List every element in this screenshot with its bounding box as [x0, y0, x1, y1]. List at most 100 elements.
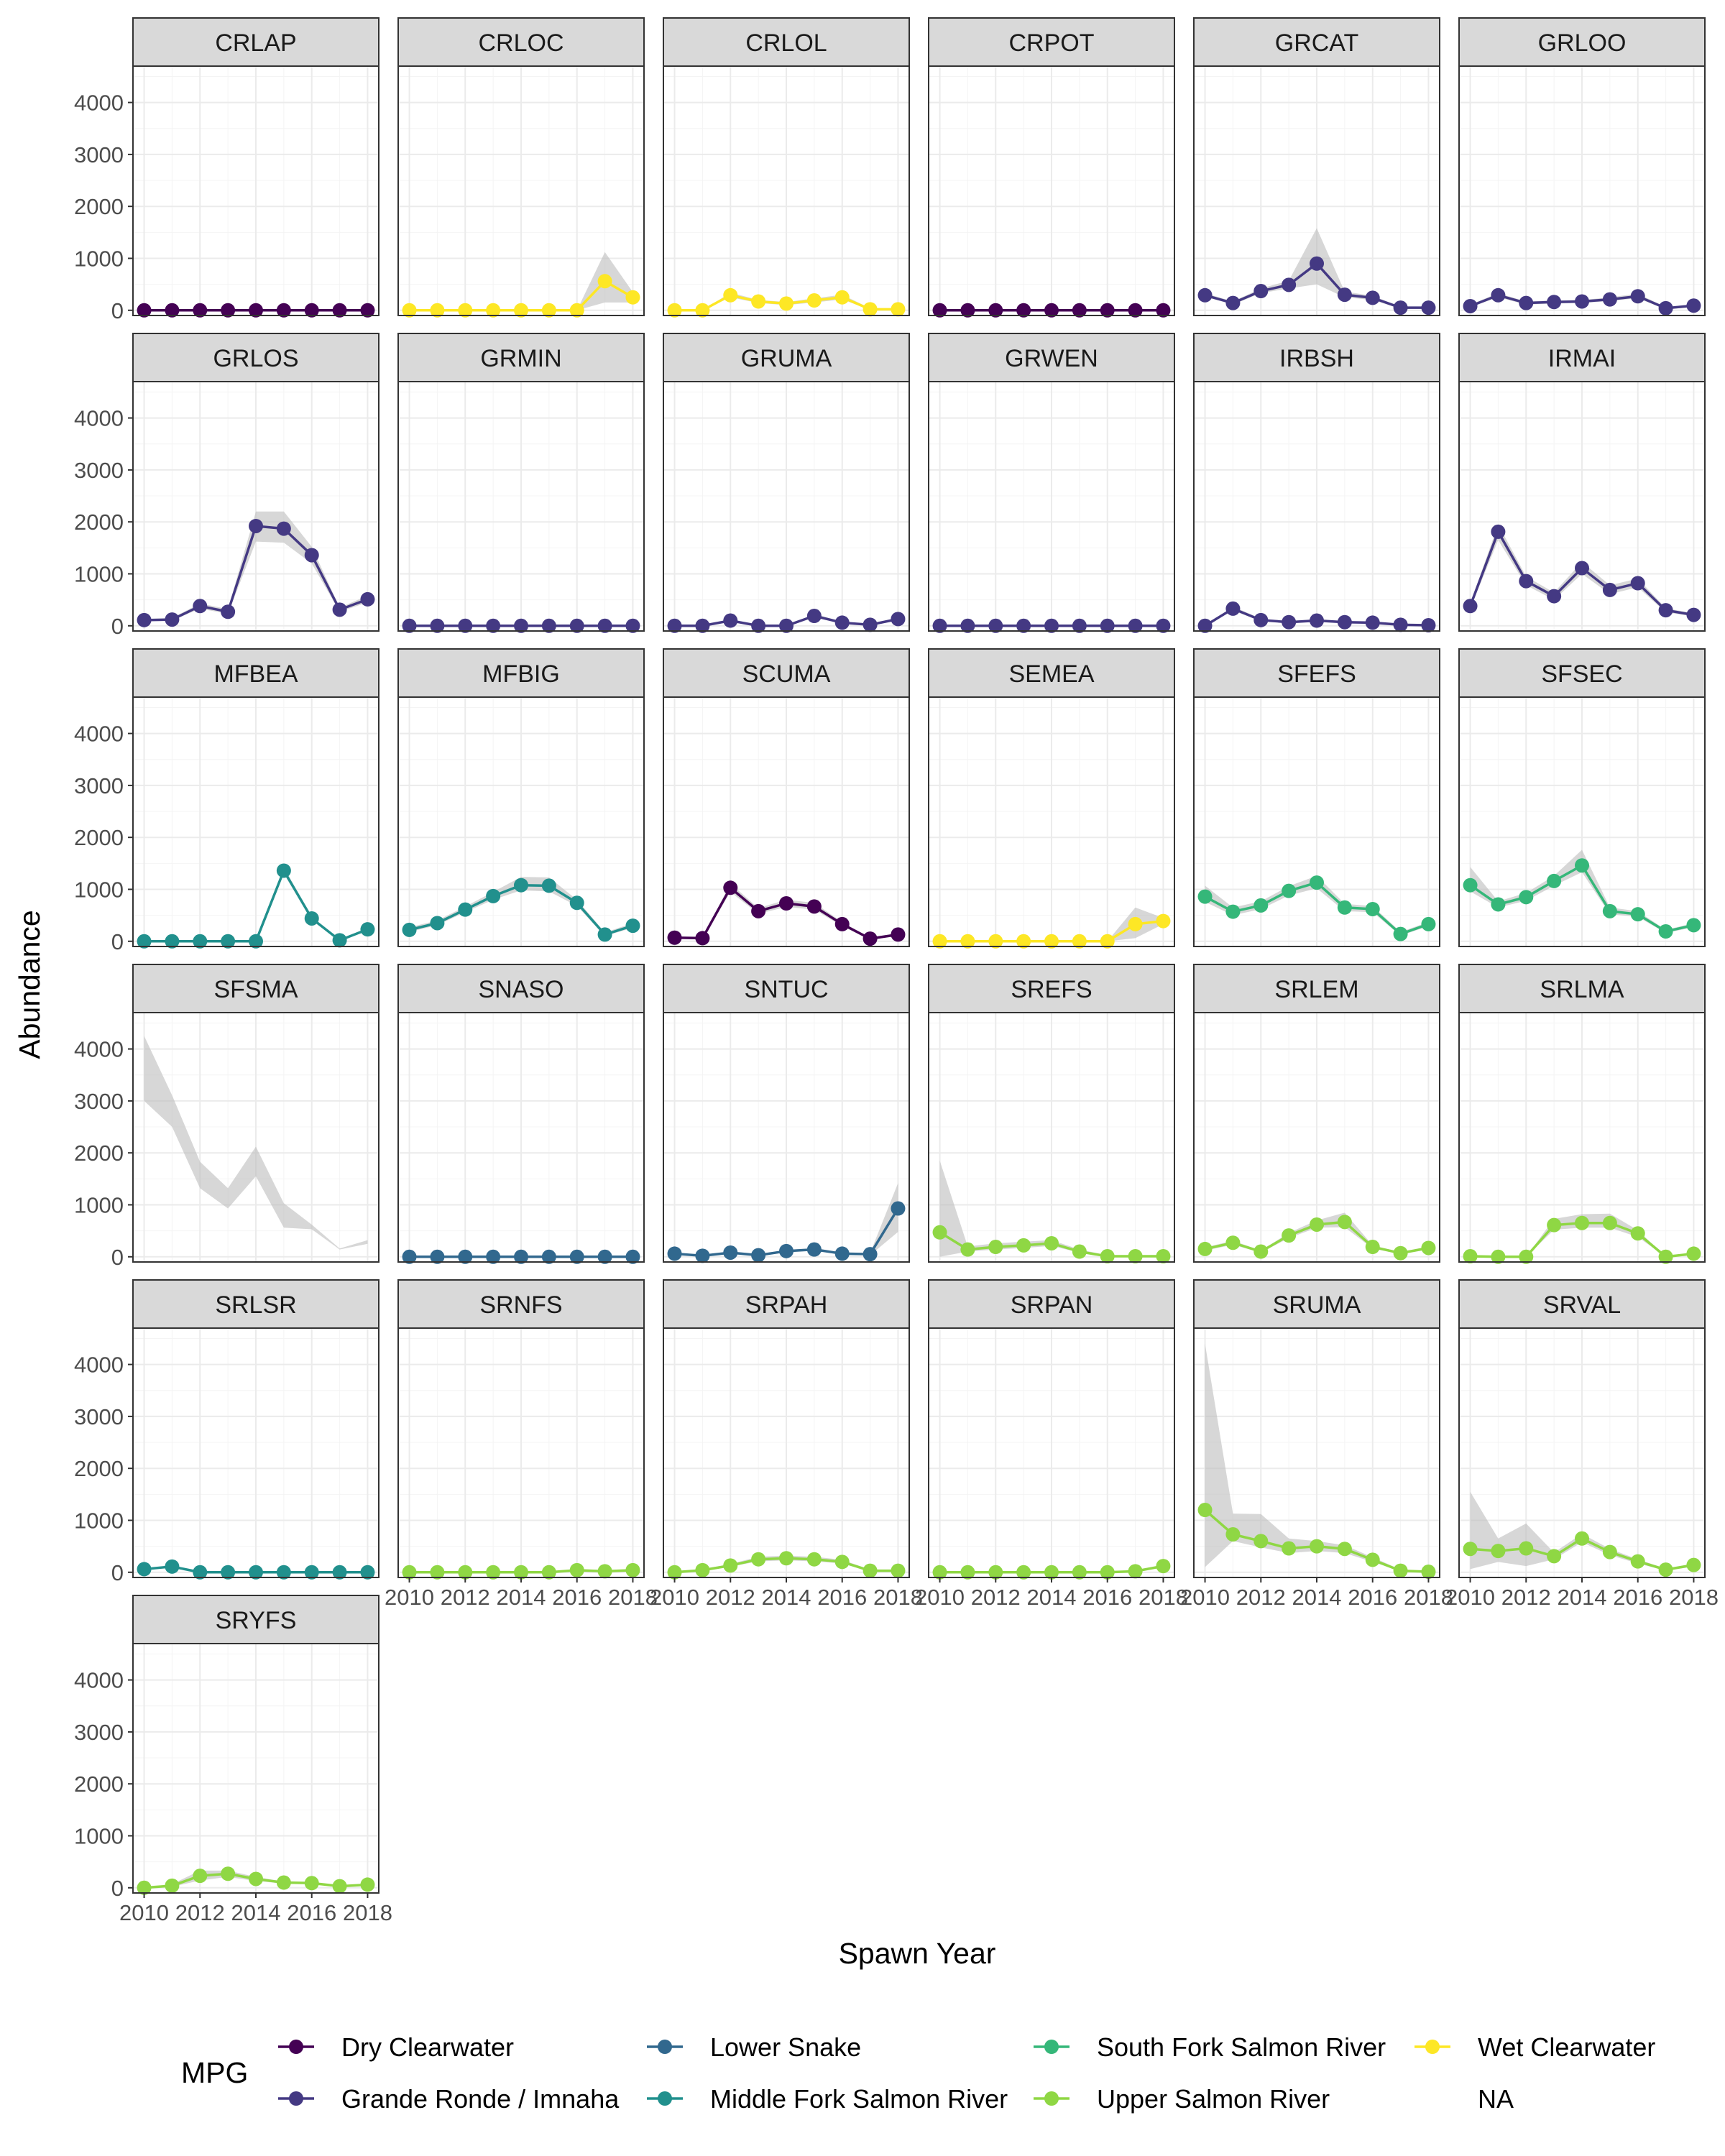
data-point: [597, 927, 612, 942]
data-point: [1337, 1542, 1352, 1557]
facet-panel-irmai: IRMAI: [1458, 333, 1706, 632]
data-point: [667, 930, 682, 945]
data-point: [486, 1249, 501, 1264]
data-point: [165, 1878, 180, 1893]
facet-panel-grlos: GRLOS 0 1000 2000 3000 4000: [74, 333, 380, 639]
strip-label: SFSMA: [213, 976, 298, 1003]
facet-panel-sfefs: SFEFS: [1193, 648, 1440, 947]
data-point: [723, 880, 738, 895]
x-tick-label: 2018: [1138, 1585, 1188, 1610]
legend-key-point: [1425, 2040, 1440, 2054]
data-point: [1197, 287, 1213, 303]
panel-border: [1458, 696, 1706, 947]
facet-panel-srnfs: SRNFS 2010 2012 2014 2016 2018: [385, 1279, 658, 1610]
data-point: [1630, 289, 1645, 304]
data-point: [1658, 1249, 1673, 1264]
data-point: [834, 1554, 850, 1570]
data-point: [779, 1243, 794, 1258]
strip-background: [663, 1279, 910, 1329]
strip-label: SEMEA: [1008, 660, 1094, 688]
strip-label: SRLEM: [1274, 976, 1358, 1003]
facet-panel-scuma: SCUMA: [663, 648, 910, 947]
legend-item-south-fork-salmon-river: South Fork Salmon River: [1034, 2032, 1386, 2062]
panel-border: [397, 696, 645, 947]
strip-background: [132, 333, 380, 382]
facet-panel-sntuc: SNTUC: [663, 964, 910, 1263]
data-point: [1072, 934, 1087, 949]
x-tick-label: 2016: [1613, 1585, 1662, 1610]
data-point: [1421, 1565, 1436, 1580]
data-point: [221, 604, 236, 619]
strip-label: SRPAH: [745, 1291, 828, 1319]
data-point: [193, 1869, 208, 1884]
data-point: [1575, 1531, 1589, 1546]
data-point: [1686, 298, 1701, 313]
strip-label: MFBEA: [213, 660, 298, 688]
data-point: [1016, 303, 1031, 318]
data-point: [625, 290, 640, 305]
data-point: [597, 274, 612, 289]
y-tick-label: 0: [111, 929, 124, 954]
strip-label: GRMIN: [480, 345, 561, 372]
data-point: [486, 303, 501, 318]
data-point: [569, 1249, 584, 1264]
data-point: [597, 618, 612, 633]
data-point: [1156, 1249, 1171, 1264]
data-point: [806, 1242, 822, 1257]
strip-background: [1193, 333, 1440, 382]
data-point: [514, 303, 528, 318]
data-point: [332, 1565, 347, 1580]
data-point: [1156, 618, 1171, 633]
y-tick-label: 4000: [74, 1353, 124, 1378]
legend-label: Middle Fork Salmon River: [710, 2084, 1008, 2114]
y-tick-label: 4000: [74, 406, 124, 431]
data-point: [597, 1564, 612, 1579]
data-point: [193, 934, 208, 949]
data-point: [402, 1565, 417, 1580]
data-point: [249, 518, 263, 533]
x-tick-label: 2014: [231, 1900, 281, 1925]
data-point: [541, 1565, 556, 1580]
data-point: [249, 934, 263, 949]
legend-item-lower-snake: Lower Snake: [647, 2032, 861, 2062]
strip-background: [397, 648, 645, 698]
data-point: [834, 290, 850, 305]
data-point: [221, 1565, 236, 1580]
data-point: [862, 1563, 878, 1578]
legend-label: Dry Clearwater: [341, 2032, 514, 2062]
data-point: [1491, 1249, 1506, 1264]
panel-border: [132, 1012, 380, 1263]
data-point: [667, 303, 682, 318]
data-point: [458, 1565, 473, 1580]
panel-border: [397, 381, 645, 632]
y-tick-label: 0: [111, 298, 124, 323]
data-point: [360, 591, 375, 607]
data-point: [1310, 613, 1324, 628]
data-point: [1602, 582, 1617, 597]
strip-background: [397, 1279, 645, 1329]
data-point: [1310, 1217, 1324, 1232]
y-tick-label: 3000: [74, 142, 124, 167]
data-point: [834, 1246, 850, 1261]
legend-item-middle-fork-salmon-river: Middle Fork Salmon River: [647, 2084, 1008, 2114]
data-point: [1491, 524, 1506, 539]
y-tick-label: 2000: [74, 1141, 124, 1166]
strip-label: GRUMA: [741, 345, 832, 372]
x-axis-title: Spawn Year: [839, 1937, 996, 1970]
confidence-ribbon: [939, 907, 1164, 941]
data-point: [1225, 601, 1241, 616]
panel-border: [1458, 1012, 1706, 1263]
data-point: [1630, 907, 1645, 922]
data-point: [932, 303, 947, 318]
data-point: [458, 902, 473, 917]
strip-label: GRLOO: [1538, 29, 1627, 57]
data-point: [806, 609, 822, 624]
y-tick-label: 4000: [74, 1668, 124, 1693]
data-point: [541, 878, 556, 893]
data-point: [1421, 1240, 1436, 1256]
strip-label: SRNFS: [479, 1291, 562, 1319]
strip-background: [1458, 1279, 1706, 1329]
data-point: [458, 303, 473, 318]
y-tick-label: 4000: [74, 1037, 124, 1062]
strip-background: [397, 17, 645, 67]
